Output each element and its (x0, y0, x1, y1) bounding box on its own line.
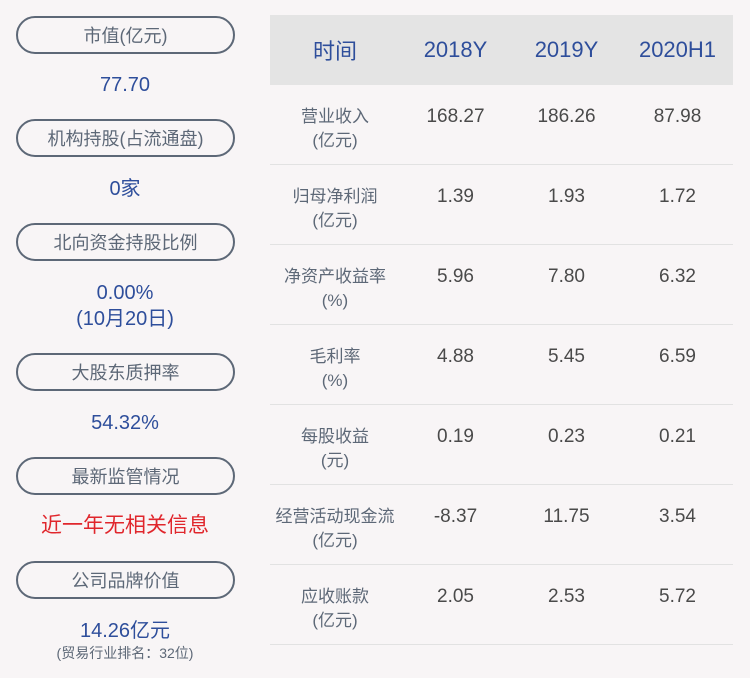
brand-value-value: 14.26亿元 (79, 620, 171, 642)
cell: 2.53 (548, 586, 585, 607)
table-row: 净资产收益率 (%) 5.96 7.80 6.32 (270, 245, 733, 325)
cell: 11.75 (543, 506, 590, 527)
cell: 6.59 (659, 346, 696, 367)
cell: 5.45 (548, 346, 585, 367)
row-label: 归母净利润 (亿元) (270, 185, 400, 233)
metric-unit: (元) (320, 451, 350, 470)
metric-name: 经营活动现金流 (275, 507, 395, 526)
financial-table: 时间 2018Y 2019Y 2020H1 营业收入 (亿元) 168.27 18… (270, 15, 733, 645)
label-text: 公司品牌价值 (71, 571, 180, 591)
cell: 2.05 (437, 586, 474, 607)
header-2019: 2019Y (534, 37, 599, 62)
cell: 1.93 (548, 186, 585, 207)
cell: -8.37 (433, 506, 478, 527)
metric-unit: (亿元) (312, 131, 358, 150)
table-row: 营业收入 (亿元) 168.27 186.26 87.98 (270, 85, 733, 165)
row-label: 每股收益 (元) (270, 425, 400, 473)
cell: 5.72 (659, 586, 696, 607)
regulatory-status-value: 近一年无相关信息 (41, 514, 209, 537)
metric-name: 应收账款 (301, 587, 369, 606)
cell: 186.26 (537, 106, 596, 127)
row-label: 毛利率 (%) (270, 345, 400, 393)
institutional-holding-label: 机构持股(占流通盘) (16, 119, 235, 157)
label-text: 市值(亿元) (83, 26, 168, 46)
header-2018: 2018Y (423, 37, 488, 62)
row-label: 营业收入 (亿元) (270, 105, 400, 153)
brand-value-label: 公司品牌价值 (16, 561, 235, 599)
market-cap-label: 市值(亿元) (16, 16, 235, 54)
institutional-holding-value: 0家 (109, 178, 141, 200)
pledge-ratio-label: 大股东质押率 (16, 353, 235, 391)
metric-unit: (亿元) (312, 211, 358, 230)
northbound-ratio-label: 北向资金持股比例 (16, 223, 235, 261)
label-text: 北向资金持股比例 (53, 233, 198, 253)
cell: 5.96 (437, 266, 474, 287)
header-2020h1: 2020H1 (638, 37, 717, 62)
table-row: 每股收益 (元) 0.19 0.23 0.21 (270, 405, 733, 485)
cell: 4.88 (437, 346, 474, 367)
cell: 0.19 (437, 426, 474, 447)
northbound-ratio-date: (10月20日) (76, 308, 174, 330)
row-label: 应收账款 (亿元) (270, 585, 400, 633)
label-text: 最新监管情况 (71, 467, 180, 487)
cell: 7.80 (548, 266, 585, 287)
metric-name: 营业收入 (301, 107, 369, 126)
cell: 168.27 (426, 106, 485, 127)
table-row: 归母净利润 (亿元) 1.39 1.93 1.72 (270, 165, 733, 245)
metric-name: 每股收益 (301, 427, 369, 446)
metric-unit: (亿元) (312, 611, 358, 630)
market-cap-value: 77.70 (99, 74, 151, 96)
cell: 87.98 (653, 106, 702, 127)
metric-unit: (%) (321, 371, 349, 390)
cell: 1.39 (437, 186, 474, 207)
cell: 1.72 (659, 186, 696, 207)
cell: 0.21 (659, 426, 696, 447)
table-row: 经营活动现金流 (亿元) -8.37 11.75 3.54 (270, 485, 733, 565)
metric-name: 毛利率 (309, 347, 361, 366)
cell: 3.54 (659, 506, 696, 527)
label-text: 机构持股(占流通盘) (47, 129, 204, 149)
regulatory-status-label: 最新监管情况 (16, 457, 235, 495)
table-row: 毛利率 (%) 4.88 5.45 6.59 (270, 325, 733, 405)
table-header: 时间 2018Y 2019Y 2020H1 (270, 15, 733, 85)
metric-unit: (%) (321, 291, 349, 310)
brand-rank-note: (贸易行业排名：32位) (56, 645, 194, 661)
row-label: 经营活动现金流 (亿元) (270, 505, 400, 553)
header-time: 时间 (312, 39, 357, 64)
metric-name: 归母净利润 (292, 187, 378, 206)
label-text: 大股东质押率 (71, 363, 180, 383)
table-row: 应收账款 (亿元) 2.05 2.53 5.72 (270, 565, 733, 645)
cell: 0.23 (548, 426, 585, 447)
northbound-ratio-value: 0.00% (96, 282, 154, 304)
metric-unit: (亿元) (312, 531, 358, 550)
pledge-ratio-value: 54.32% (91, 412, 159, 434)
cell: 6.32 (659, 266, 696, 287)
metric-name: 净资产收益率 (284, 267, 386, 286)
row-label: 净资产收益率 (%) (270, 265, 400, 313)
